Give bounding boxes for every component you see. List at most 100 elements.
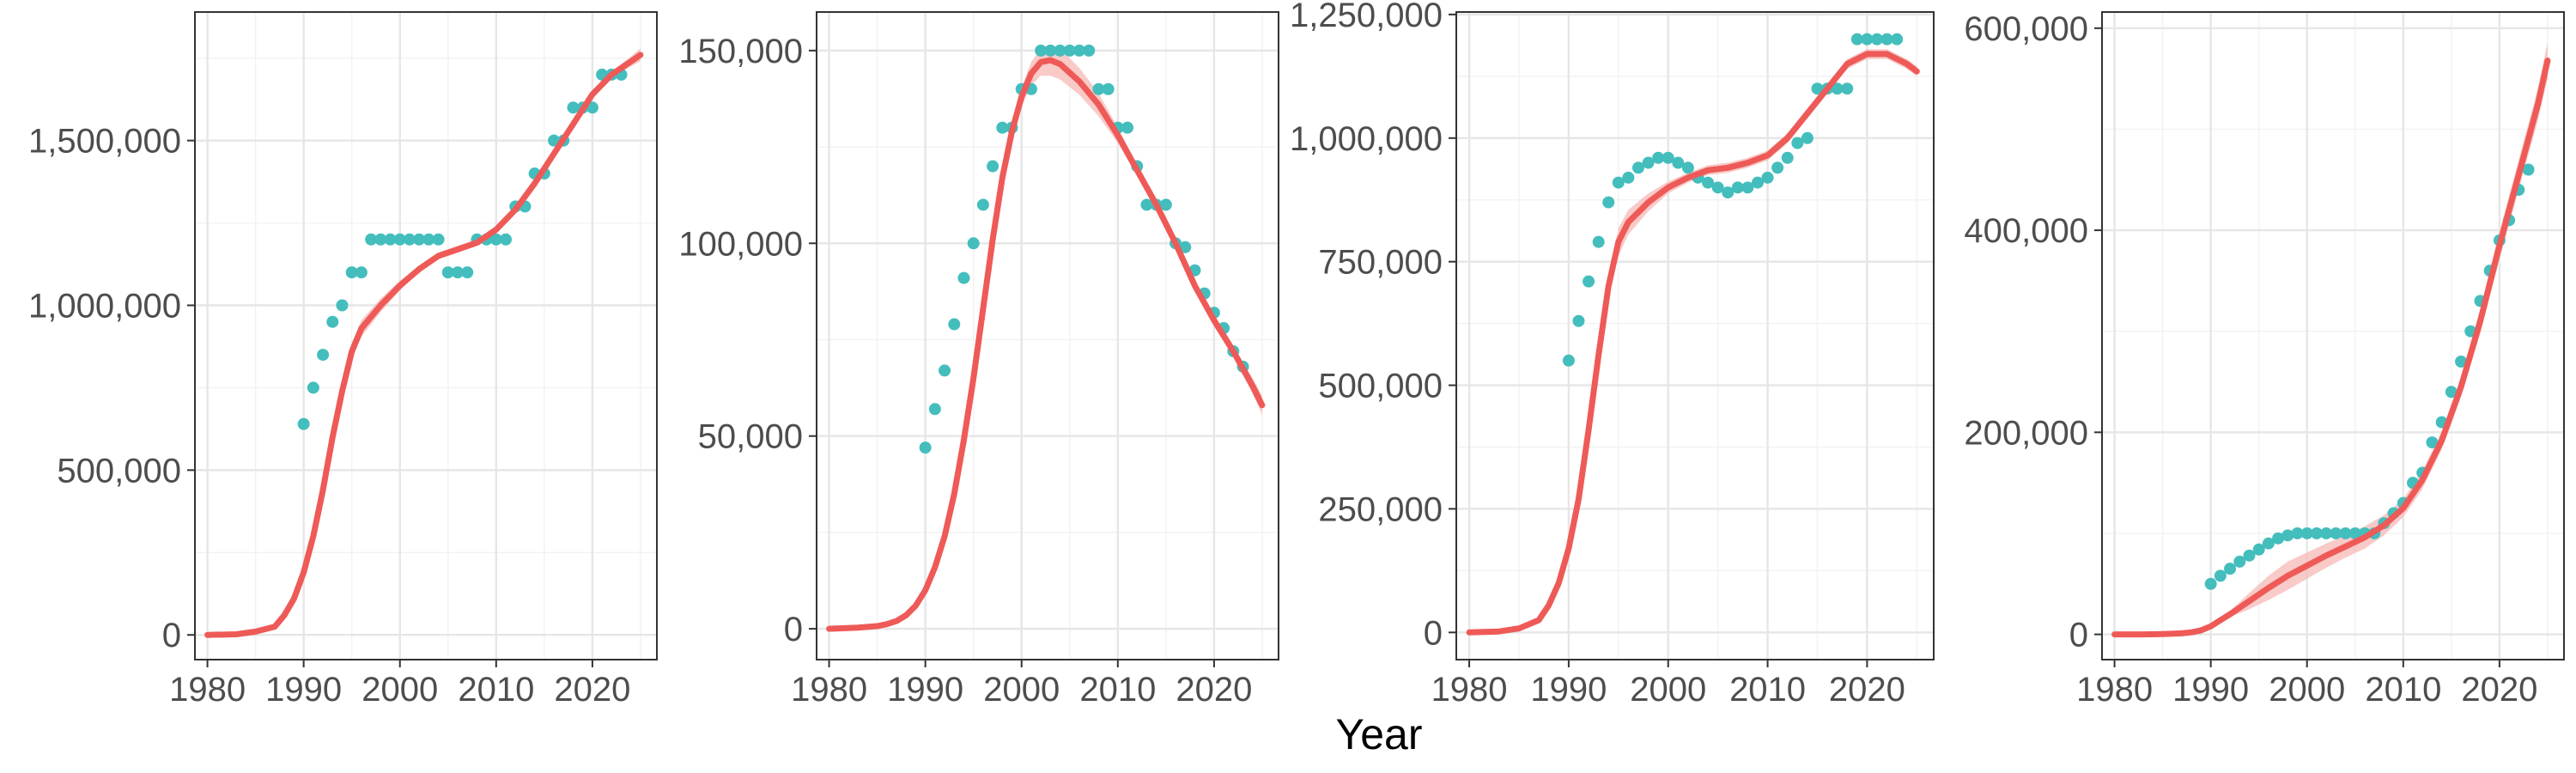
data-point-1994 <box>1602 196 1615 209</box>
y-tick-label-1000000: 1,000,000 <box>1290 120 1443 158</box>
data-point-1996 <box>355 266 368 279</box>
plot-content <box>2111 42 2551 638</box>
data-point-2013 <box>1140 198 1153 211</box>
data-point-1997 <box>1631 161 1644 174</box>
data-point-2017 <box>1831 82 1844 95</box>
y-tick-label-0: 0 <box>162 617 181 654</box>
data-point-1999 <box>384 233 397 246</box>
data-point-1991 <box>2214 569 2227 582</box>
data-point-2011 <box>1121 121 1134 134</box>
y-tick-label-0: 0 <box>784 611 803 648</box>
x-axis-title: Year <box>1335 710 1422 758</box>
x-tick-label-2000: 2000 <box>361 671 438 709</box>
plot-frame <box>194 11 658 660</box>
trend-line <box>2111 58 2551 638</box>
x-tick-label-2020: 2020 <box>554 671 630 709</box>
data-point-1999 <box>1652 151 1665 164</box>
y-tick-label-1000000: 1,000,000 <box>28 288 181 326</box>
data-point-2014 <box>1801 131 1814 144</box>
y-tick-label-750000: 750,000 <box>1318 244 1443 282</box>
data-point-1999 <box>2291 526 2304 539</box>
plot-frame <box>1455 11 1935 660</box>
y-axis: 0 250,000 500,000 750,000 1,000,000 1,250,000 <box>1290 0 1456 652</box>
x-tick-label-2020: 2020 <box>1829 671 1905 709</box>
data-point-1997 <box>365 233 378 246</box>
x-tick-label-1980: 1980 <box>1431 671 1508 709</box>
data-point-1995 <box>1612 176 1625 189</box>
data-point-2002 <box>413 233 426 246</box>
data-point-1990 <box>1562 354 1575 367</box>
data-point-2001 <box>403 233 416 246</box>
data-point-1998 <box>996 121 1009 134</box>
chart-panel-4: 1980 1990 2000 2010 2020 0 200,000 400,000 600,0… <box>1964 10 2565 709</box>
major-gridlines <box>1456 12 1934 660</box>
x-tick-label-1990: 1990 <box>887 671 963 709</box>
data-point-2019 <box>1850 33 1863 46</box>
x-tick-label-2000: 2000 <box>1630 671 1706 709</box>
data-point-1998 <box>2281 529 2294 542</box>
data-point-2013 <box>1791 137 1804 149</box>
data-point-2016 <box>548 134 561 147</box>
x-tick-label-2010: 2010 <box>1729 671 1806 709</box>
data-point-1994 <box>2243 549 2256 562</box>
data-point-2003 <box>1044 44 1057 57</box>
data-point-2008 <box>1092 82 1105 95</box>
data-point-1991 <box>307 381 319 394</box>
y-axis: 0 50,000 100,000 150,000 <box>678 33 817 648</box>
y-tick-label-200000: 200,000 <box>1964 414 2088 452</box>
y-axis: 0 500,000 1,000,000 1,500,000 <box>28 123 195 654</box>
data-point-2004 <box>2339 526 2352 539</box>
data-point-1994 <box>336 299 349 312</box>
data-point-2005 <box>1711 181 1724 194</box>
data-point-2005 <box>1063 44 1076 57</box>
data-point-2018 <box>1841 82 1854 95</box>
data-point-1993 <box>948 318 961 331</box>
x-tick-label-2000: 2000 <box>2269 671 2345 709</box>
data-point-1998 <box>374 233 387 246</box>
data-point-2020 <box>586 101 598 114</box>
minor-gridlines <box>1456 12 1934 660</box>
data-point-2011 <box>1771 161 1784 174</box>
major-gridlines <box>195 12 657 660</box>
y-tick-label-500000: 500,000 <box>1318 368 1443 405</box>
data-point-2004 <box>1054 44 1066 57</box>
data-point-2006 <box>1072 44 1085 57</box>
data-point-2015 <box>1811 82 1824 95</box>
y-axis: 0 200,000 400,000 600,000 <box>1964 10 2102 654</box>
data-point-2004 <box>1702 176 1715 189</box>
x-axis: 1980 1990 2000 2010 2020 <box>169 660 630 709</box>
y-tick-label-100000: 100,000 <box>678 225 803 263</box>
data-point-2023 <box>2522 163 2535 176</box>
x-tick-label-2000: 2000 <box>983 671 1060 709</box>
data-point-2004 <box>432 233 445 246</box>
plot-frame <box>816 11 1279 660</box>
data-point-2018 <box>567 101 580 114</box>
data-point-2007 <box>1083 44 1096 57</box>
data-point-1993 <box>326 315 339 328</box>
plot-content <box>1466 33 1920 636</box>
x-tick-label-1980: 1980 <box>791 671 867 709</box>
data-point-1994 <box>957 271 970 284</box>
y-tick-label-50000: 50,000 <box>698 418 803 456</box>
x-tick-label-2020: 2020 <box>1176 671 1252 709</box>
data-point-2000 <box>2300 526 2313 539</box>
data-point-2010 <box>1761 171 1774 184</box>
x-axis: 1980 1990 2000 2010 2020 <box>2076 660 2537 709</box>
x-axis: 1980 1990 2000 2010 2020 <box>791 660 1252 709</box>
major-gridlines <box>817 12 1279 660</box>
chart-panel-3: 1980 1990 2000 2010 2020 0 250,000 500,000 750,0… <box>1290 0 1935 709</box>
data-point-1992 <box>2224 563 2237 575</box>
data-point-2003 <box>2330 526 2342 539</box>
trend-line <box>826 57 1266 632</box>
data-point-2015 <box>2445 386 2458 399</box>
data-point-1992 <box>1583 275 1595 288</box>
data-point-1991 <box>1572 314 1585 327</box>
data-point-1995 <box>2252 543 2265 556</box>
x-tick-label-1990: 1990 <box>2172 671 2249 709</box>
data-point-1990 <box>297 417 310 430</box>
plot-frame <box>2101 11 2565 660</box>
data-point-2007 <box>1731 181 1744 194</box>
data-point-1991 <box>928 403 941 416</box>
data-point-2002 <box>2320 526 2333 539</box>
